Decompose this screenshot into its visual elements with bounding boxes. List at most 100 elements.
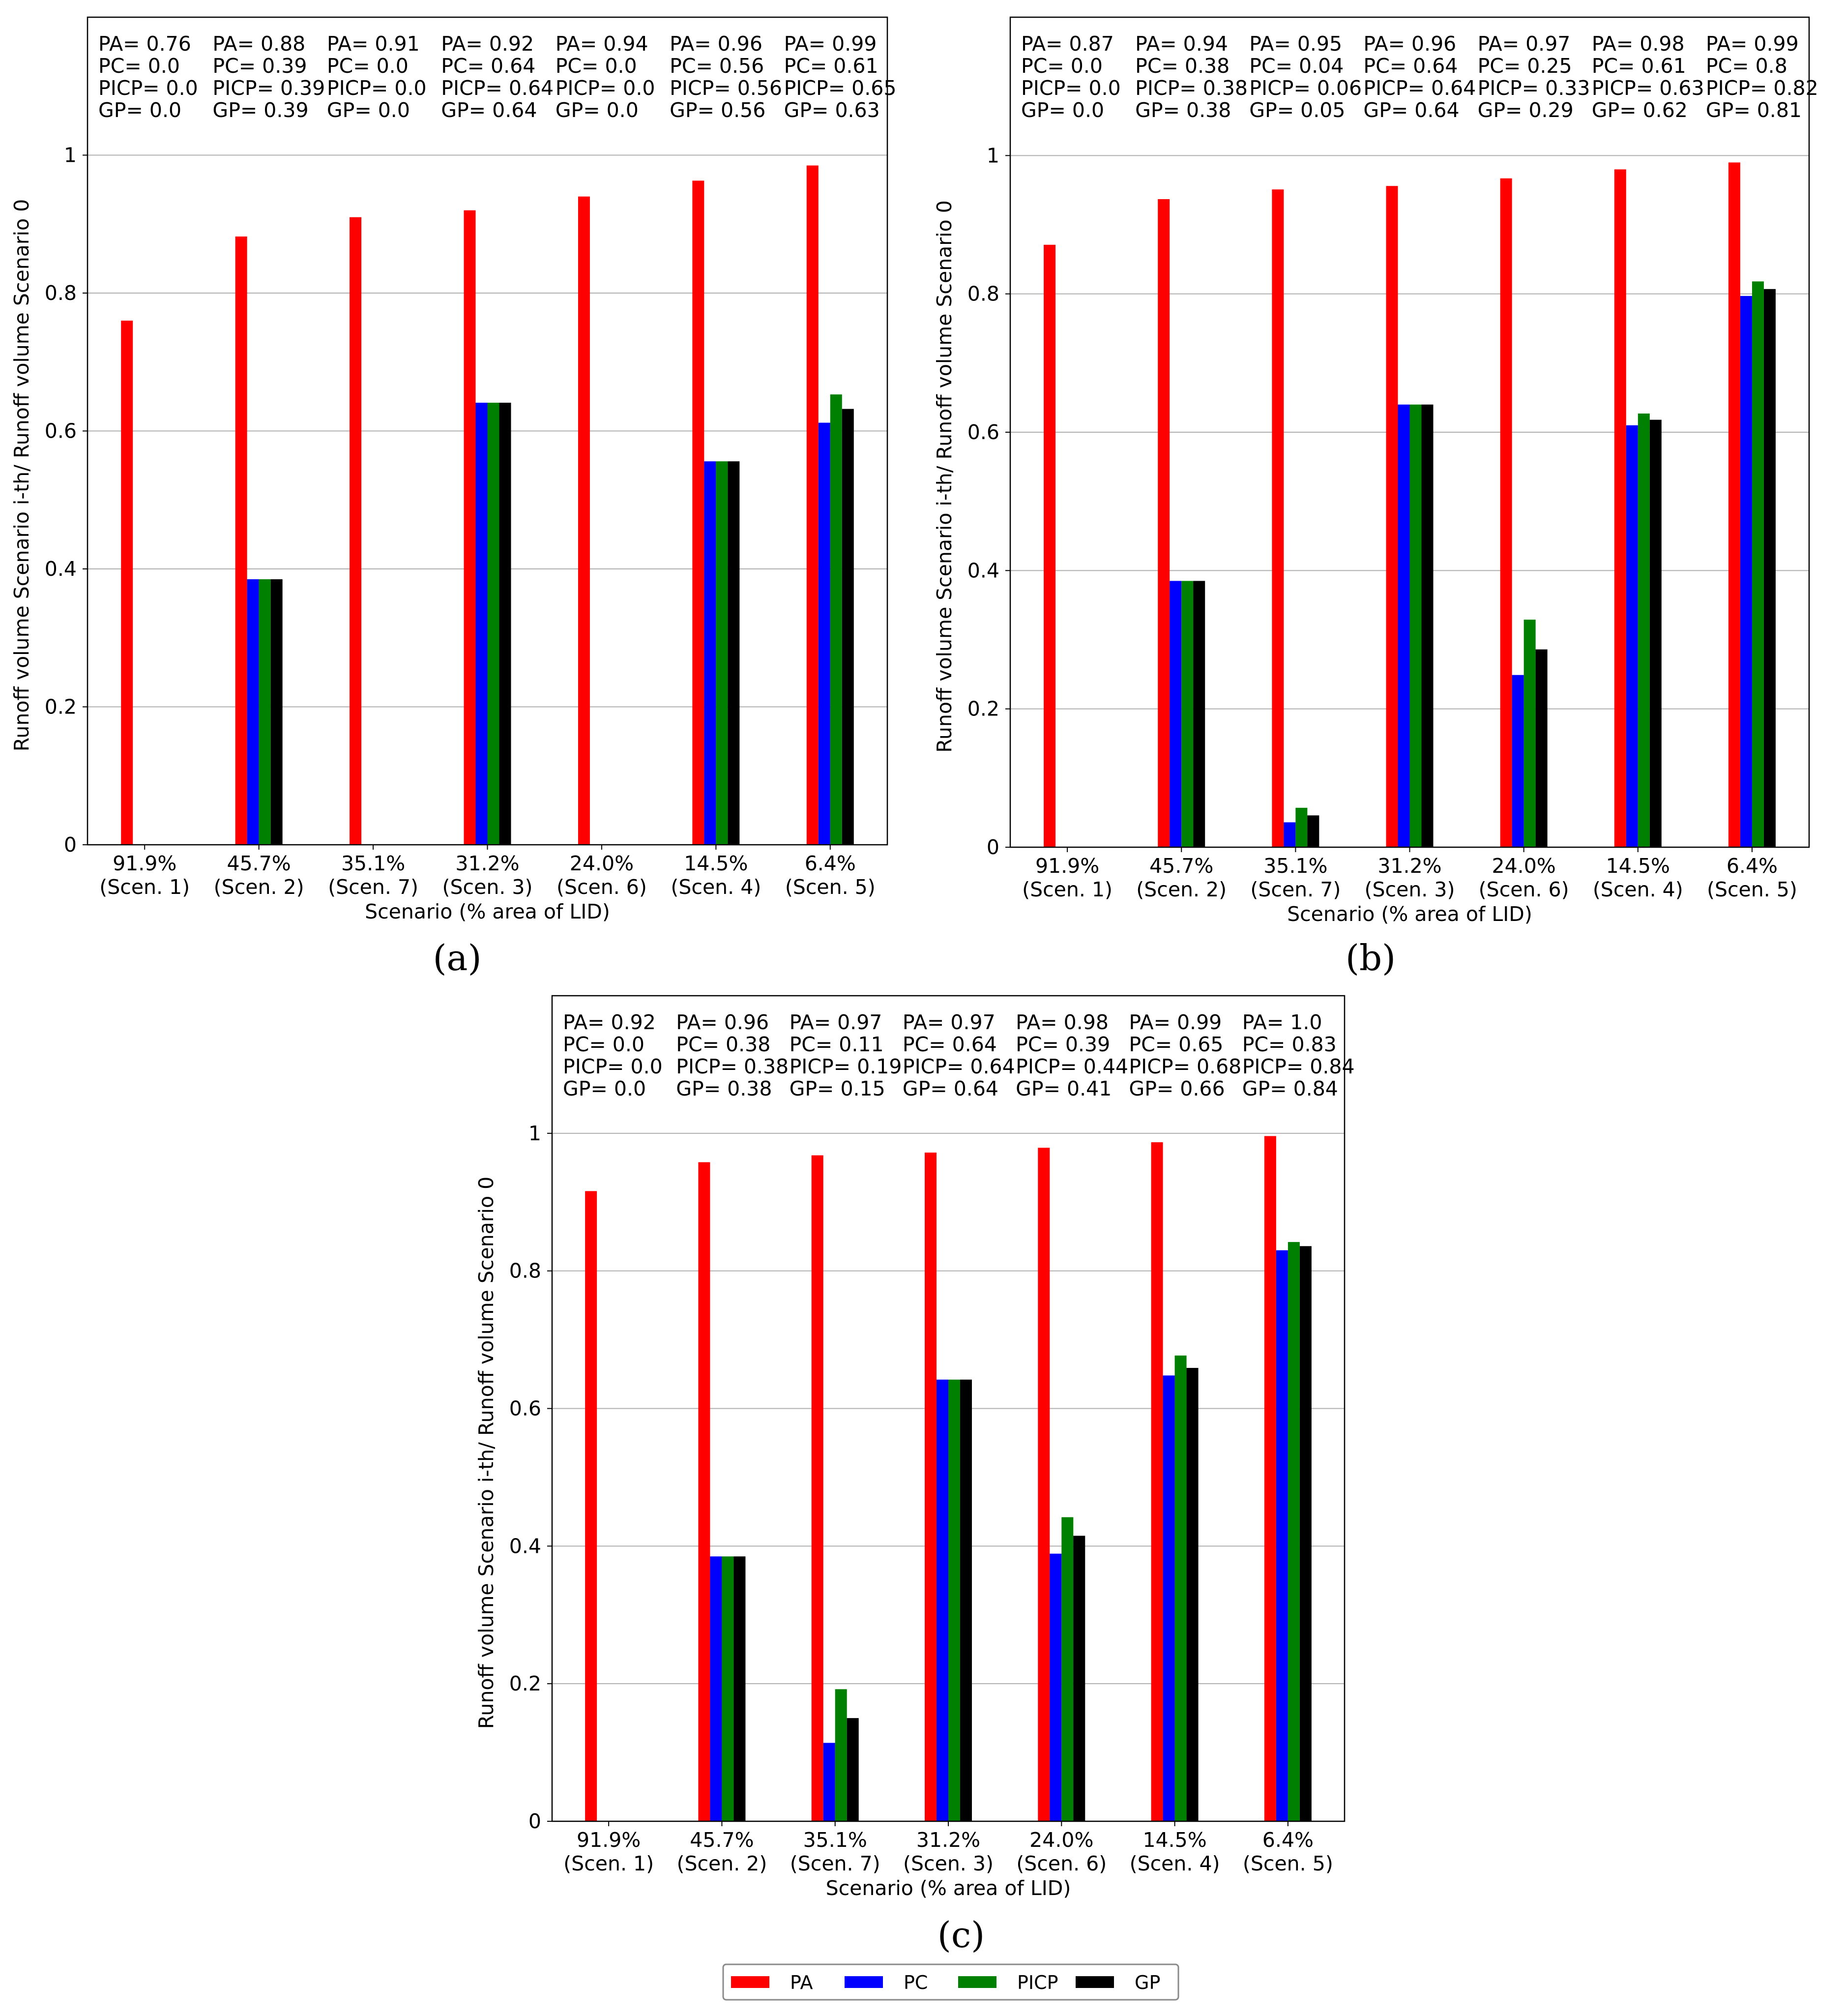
- bar-gp: [499, 402, 511, 845]
- annotation-line: PICP= 0.38: [1135, 76, 1248, 100]
- x-tick-label: 14.5%: [1142, 1828, 1206, 1852]
- x-tick-label: 6.4%: [1727, 854, 1778, 878]
- x-tick-label: (Scen. 2): [1136, 878, 1227, 901]
- annotation-line: PICP= 0.39: [212, 76, 325, 100]
- annotation-line: PA= 0.95: [1249, 32, 1342, 56]
- annotation-line: PC= 0.65: [1129, 1033, 1223, 1056]
- annotation-line: PICP= 0.0: [563, 1055, 663, 1078]
- bar-pc: [704, 461, 716, 845]
- annotation-line: GP= 0.84: [1242, 1077, 1338, 1100]
- annotation-line: PA= 0.94: [1135, 32, 1228, 56]
- annotation-line: GP= 0.38: [1135, 98, 1231, 122]
- annotation-line: PA= 0.92: [441, 32, 534, 56]
- bar-gp: [728, 461, 740, 845]
- bar-picp: [1288, 1242, 1300, 1821]
- bar-gp: [842, 409, 854, 845]
- bar-gp: [1535, 649, 1548, 847]
- annotation-line: PICP= 0.06: [1249, 76, 1362, 100]
- y-tick-label: 0.4: [509, 1534, 541, 1558]
- bar-gp: [1186, 1367, 1199, 1821]
- annotation-line: GP= 0.64: [903, 1077, 998, 1100]
- annotation-line: PC= 0.0: [556, 54, 637, 78]
- bar-pc: [1740, 296, 1752, 847]
- bar-pc: [710, 1556, 722, 1821]
- x-tick-label: (Scen. 7): [328, 875, 418, 899]
- x-tick-label: (Scen. 1): [1022, 878, 1113, 901]
- legend-label-gp: GP: [1135, 1972, 1160, 1993]
- x-tick-label: (Scen. 5): [1243, 1852, 1333, 1875]
- legend-swatch-pa: [731, 1976, 769, 1988]
- bar-gp: [1421, 404, 1434, 847]
- panel-label: (a): [433, 937, 481, 978]
- bar-pa: [811, 1155, 823, 1821]
- bar-pa: [121, 321, 133, 845]
- bar-pc: [1284, 822, 1296, 847]
- x-tick-label: (Scen. 1): [99, 875, 190, 899]
- annotation-line: PA= 0.97: [903, 1010, 996, 1034]
- x-tick-label: (Scen. 3): [1365, 878, 1455, 901]
- bar-pa: [806, 165, 819, 845]
- annotation-line: PC= 0.0: [563, 1033, 644, 1056]
- annotation-line: GP= 0.38: [676, 1077, 772, 1100]
- annotation-line: PA= 0.98: [1016, 1010, 1109, 1034]
- x-axis-label: Scenario (% area of LID): [826, 1876, 1071, 1900]
- y-tick-label: 0: [528, 1809, 541, 1833]
- bar-pa: [692, 180, 704, 845]
- y-tick-label: 0.8: [509, 1259, 541, 1283]
- bar-pa: [1728, 162, 1740, 847]
- annotation-line: PICP= 0.64: [903, 1055, 1015, 1078]
- annotation-line: PC= 0.0: [1021, 54, 1103, 78]
- bar-pa: [1264, 1136, 1276, 1821]
- bar-pa: [1614, 169, 1626, 847]
- annotation-line: PICP= 0.82: [1706, 76, 1818, 100]
- bar-picp: [259, 579, 271, 845]
- y-tick-label: 0: [64, 833, 77, 857]
- bar-picp: [1752, 281, 1764, 847]
- annotation-line: PC= 0.64: [903, 1033, 997, 1056]
- x-tick-label: (Scen. 3): [442, 875, 533, 899]
- bar-gp: [1193, 581, 1205, 847]
- annotation-line: GP= 0.64: [1363, 98, 1459, 122]
- bar-picp: [1409, 404, 1422, 847]
- bar-pa: [1038, 1148, 1050, 1821]
- annotation-line: PC= 0.8: [1706, 54, 1787, 78]
- x-tick-label: (Scen. 4): [671, 875, 761, 899]
- annotation-line: PICP= 0.19: [790, 1055, 902, 1078]
- annotation-line: PA= 0.99: [784, 32, 877, 56]
- x-tick-label: (Scen. 1): [563, 1852, 654, 1875]
- bar-pa: [1500, 178, 1512, 848]
- annotation-line: GP= 0.56: [670, 98, 765, 122]
- y-tick-label: 0.6: [45, 419, 77, 443]
- annotation-line: PICP= 0.38: [676, 1055, 789, 1078]
- annotation-line: PC= 0.38: [1135, 54, 1230, 78]
- bar-gp: [270, 579, 283, 845]
- bar-gp: [960, 1379, 972, 1821]
- bar-pa: [925, 1153, 937, 1821]
- annotation-line: PA= 0.91: [327, 32, 420, 56]
- annotation-line: PA= 0.92: [563, 1010, 656, 1034]
- annotation-line: PC= 0.04: [1249, 54, 1344, 78]
- legend-label-pa: PA: [790, 1972, 813, 1993]
- annotation-line: PA= 0.94: [556, 32, 648, 56]
- annotation-line: PICP= 0.65: [784, 76, 897, 100]
- bar-pa: [1044, 244, 1056, 847]
- x-tick-label: (Scen. 6): [1479, 878, 1569, 901]
- legend-frame: [722, 1963, 1179, 2001]
- annotation-line: PA= 0.76: [98, 32, 191, 56]
- bar-picp: [835, 1689, 847, 1821]
- x-tick-label: 45.7%: [690, 1828, 754, 1852]
- y-tick-label: 0.8: [967, 282, 999, 306]
- annotation-line: PICP= 0.33: [1478, 76, 1590, 100]
- bar-gp: [1299, 1246, 1312, 1821]
- legend-swatch-pc: [845, 1976, 883, 1988]
- bar-gp: [733, 1556, 746, 1821]
- bar-picp: [1638, 414, 1650, 847]
- y-tick-label: 0: [987, 835, 999, 859]
- annotation-line: GP= 0.05: [1249, 98, 1345, 122]
- bar-pc: [1163, 1375, 1175, 1821]
- legend-swatch-picp: [958, 1976, 996, 1988]
- annotation-line: PICP= 0.84: [1242, 1055, 1355, 1078]
- bar-pa: [1151, 1142, 1163, 1821]
